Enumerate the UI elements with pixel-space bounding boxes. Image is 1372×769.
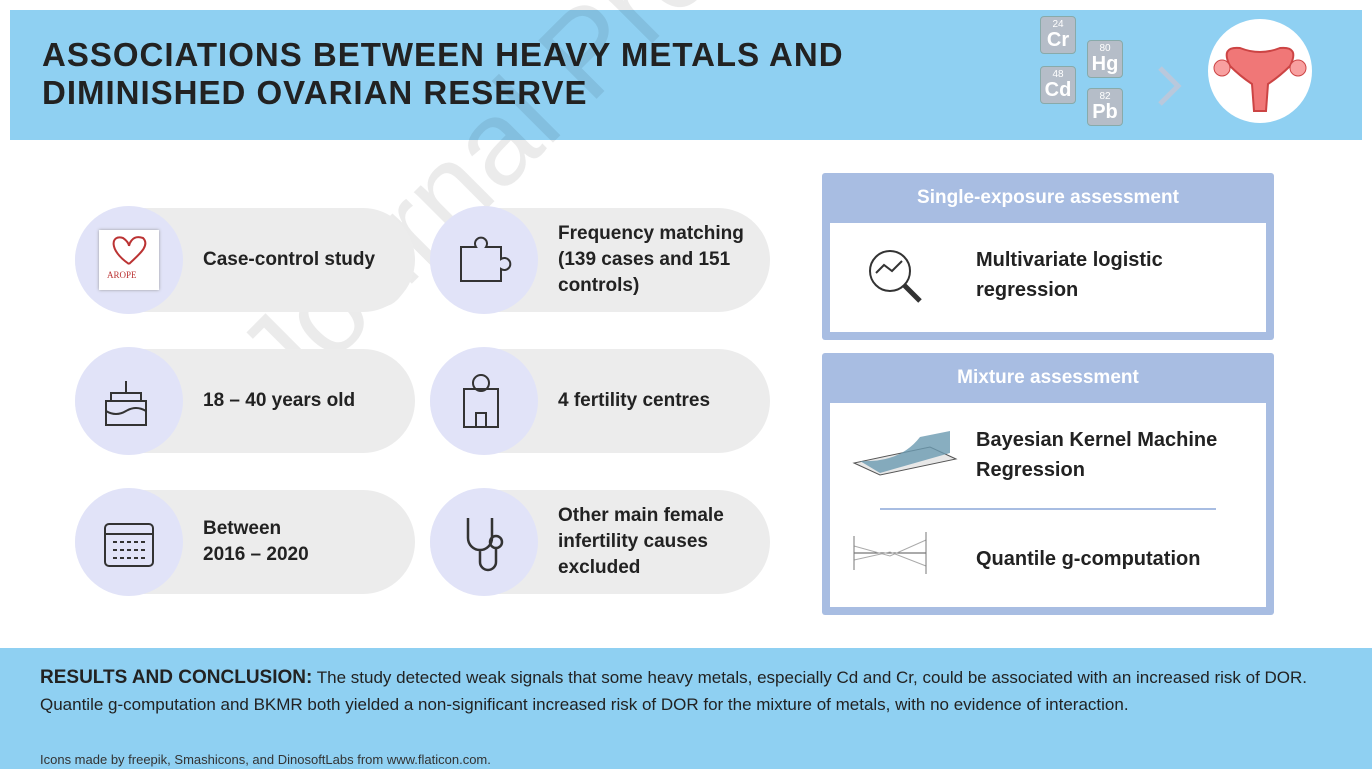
icon-circle xyxy=(430,206,538,314)
method-line: regression xyxy=(976,275,1163,305)
title-line: ASSOCIATIONS BETWEEN HEAVY METALS AND xyxy=(42,36,844,74)
pill-line: Frequency matching xyxy=(558,221,744,247)
method-icon xyxy=(860,243,930,312)
method-line: Bayesian Kernel Machine xyxy=(976,425,1217,455)
pill-line: excluded xyxy=(558,555,724,581)
pill-line: 4 fertility centres xyxy=(558,388,710,414)
element-symbol: Cr xyxy=(1041,30,1075,50)
credit: Icons made by freepik, Smashicons, and D… xyxy=(40,752,491,767)
pill-line: 2016 – 2020 xyxy=(203,542,309,568)
icon xyxy=(456,373,506,434)
pill-line: (139 cases and 151 xyxy=(558,247,744,273)
icon-circle: AROPE xyxy=(75,206,183,314)
icon-circle xyxy=(75,347,183,455)
pill-line: Other main female xyxy=(558,503,724,529)
pill-line: controls) xyxy=(558,273,744,299)
method-line: Quantile g-computation xyxy=(976,544,1200,574)
study-pill: AROPE Case-control study xyxy=(75,208,415,312)
method-text: Quantile g-computation xyxy=(976,544,1200,574)
study-pill: 18 – 40 years old xyxy=(75,349,415,453)
method-icon xyxy=(850,423,960,488)
logo-text: AROPE xyxy=(107,270,137,280)
icon xyxy=(101,514,157,575)
element-symbol: Hg xyxy=(1088,54,1122,74)
divider xyxy=(880,508,1216,510)
pill-text: Case-control study xyxy=(203,247,375,273)
icon xyxy=(456,232,516,287)
pill-line: Between xyxy=(203,516,309,542)
study-pill: 4 fertility centres xyxy=(430,349,770,453)
pill-line: 18 – 40 years old xyxy=(203,388,355,414)
element-symbol: Pb xyxy=(1088,102,1122,122)
pill-line: infertility causes xyxy=(558,529,724,555)
icon xyxy=(456,514,512,579)
footer-text: RESULTS AND CONCLUSION: The study detect… xyxy=(40,664,1335,718)
element-symbol: Cd xyxy=(1041,80,1075,100)
pill-text: 4 fertility centres xyxy=(558,388,710,414)
icon xyxy=(101,373,151,434)
uterus-icon xyxy=(1200,16,1320,126)
panel-title: Single-exposure assessment xyxy=(822,173,1274,223)
method-icon xyxy=(850,528,930,583)
icon-circle xyxy=(430,347,538,455)
assessment-panel: Single-exposure assessment Multivariate l… xyxy=(822,173,1274,340)
footer-lead: RESULTS AND CONCLUSION: xyxy=(40,667,312,688)
pill-text: 18 – 40 years old xyxy=(203,388,355,414)
pill-line: Case-control study xyxy=(203,247,375,273)
icon-circle xyxy=(75,488,183,596)
method-line: Multivariate logistic xyxy=(976,245,1163,275)
page: ASSOCIATIONS BETWEEN HEAVY METALS AND DI… xyxy=(0,0,1372,769)
icon-circle xyxy=(430,488,538,596)
panel-title: Mixture assessment xyxy=(822,353,1274,403)
method-line: Regression xyxy=(976,455,1217,485)
arrow-icon xyxy=(1150,60,1190,110)
